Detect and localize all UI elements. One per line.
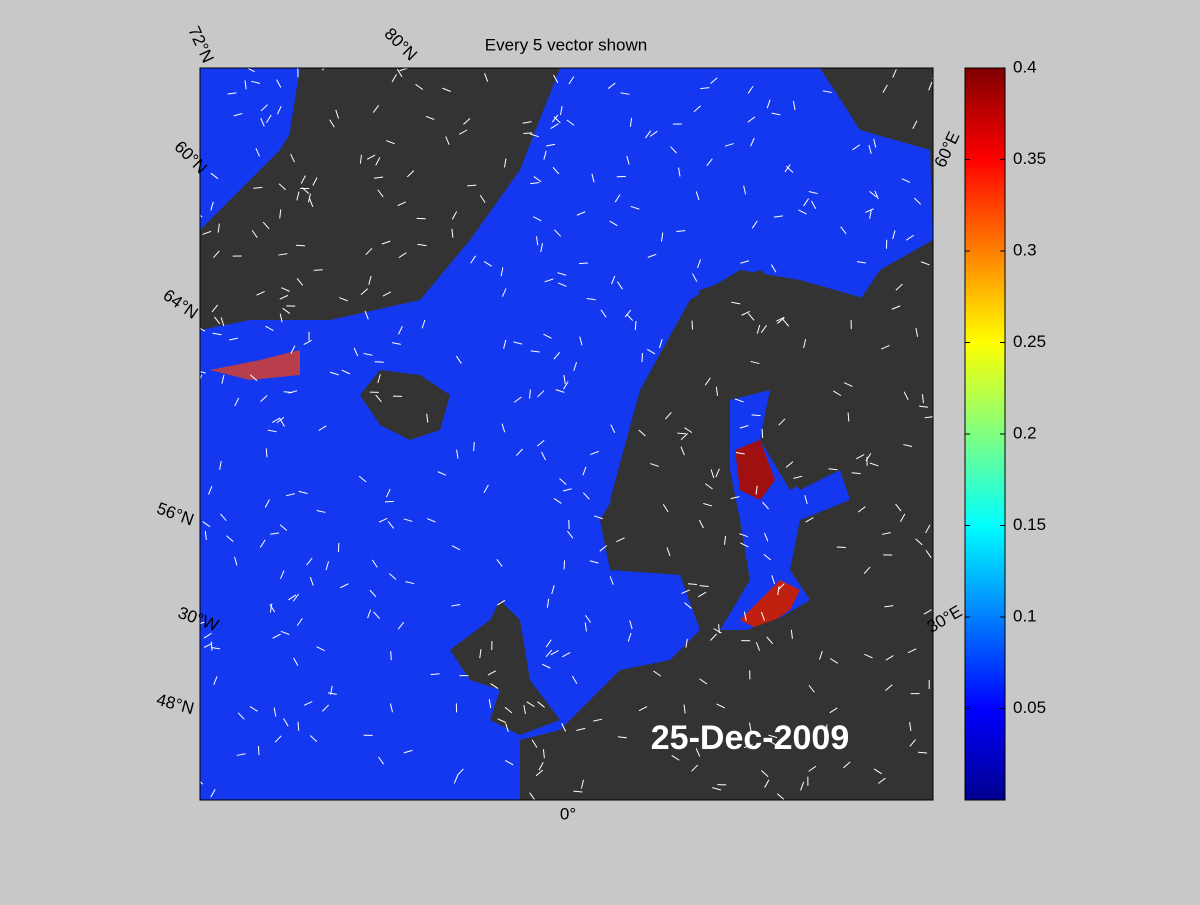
graticule-label: 72°N — [184, 23, 217, 65]
map-area — [191, 63, 940, 800]
colorbar-tick-label: 0.2 — [1013, 423, 1037, 442]
flow-vector — [762, 429, 763, 438]
flow-vector — [296, 245, 305, 246]
map-title: Every 5 vector shown — [485, 35, 648, 54]
flow-vector — [338, 543, 339, 552]
flow-vector — [298, 722, 299, 731]
graticule-label: 60°E — [931, 129, 964, 171]
flow-vector — [474, 442, 475, 451]
flow-vector — [692, 321, 693, 330]
flow-vector — [314, 270, 323, 271]
colorbar-tick-label: 0.35 — [1013, 149, 1046, 168]
colorbar-tick-label: 0.1 — [1013, 606, 1037, 625]
colorbar-tick-label: 0.15 — [1013, 515, 1046, 534]
flow-vector — [266, 448, 267, 457]
colorbar-tick-label: 0.3 — [1013, 240, 1037, 259]
graticule-label: 64°N — [160, 285, 202, 322]
flow-vector — [258, 746, 259, 755]
flow-vector — [191, 425, 200, 427]
flow-vector — [918, 752, 927, 753]
flow-vector — [752, 415, 761, 416]
date-label: 25-Dec-2009 — [651, 719, 849, 757]
graticule-label: 80°N — [381, 24, 421, 64]
colorbar-tick-label: 0.4 — [1013, 57, 1037, 76]
flow-vector — [391, 651, 392, 660]
colorbar — [965, 68, 1005, 800]
flow-vector — [375, 362, 384, 363]
colorbar-tick-label: 0.05 — [1013, 698, 1046, 717]
flow-vector — [467, 185, 476, 186]
graticule-label: 0° — [560, 804, 576, 823]
flow-vector — [579, 263, 588, 264]
colorbar-tick-label: 0.25 — [1013, 332, 1046, 351]
flow-vector — [523, 133, 532, 134]
graticule-label: 48°N — [154, 690, 196, 718]
graticule-label: 56°N — [154, 499, 196, 530]
flow-vector — [385, 501, 394, 502]
